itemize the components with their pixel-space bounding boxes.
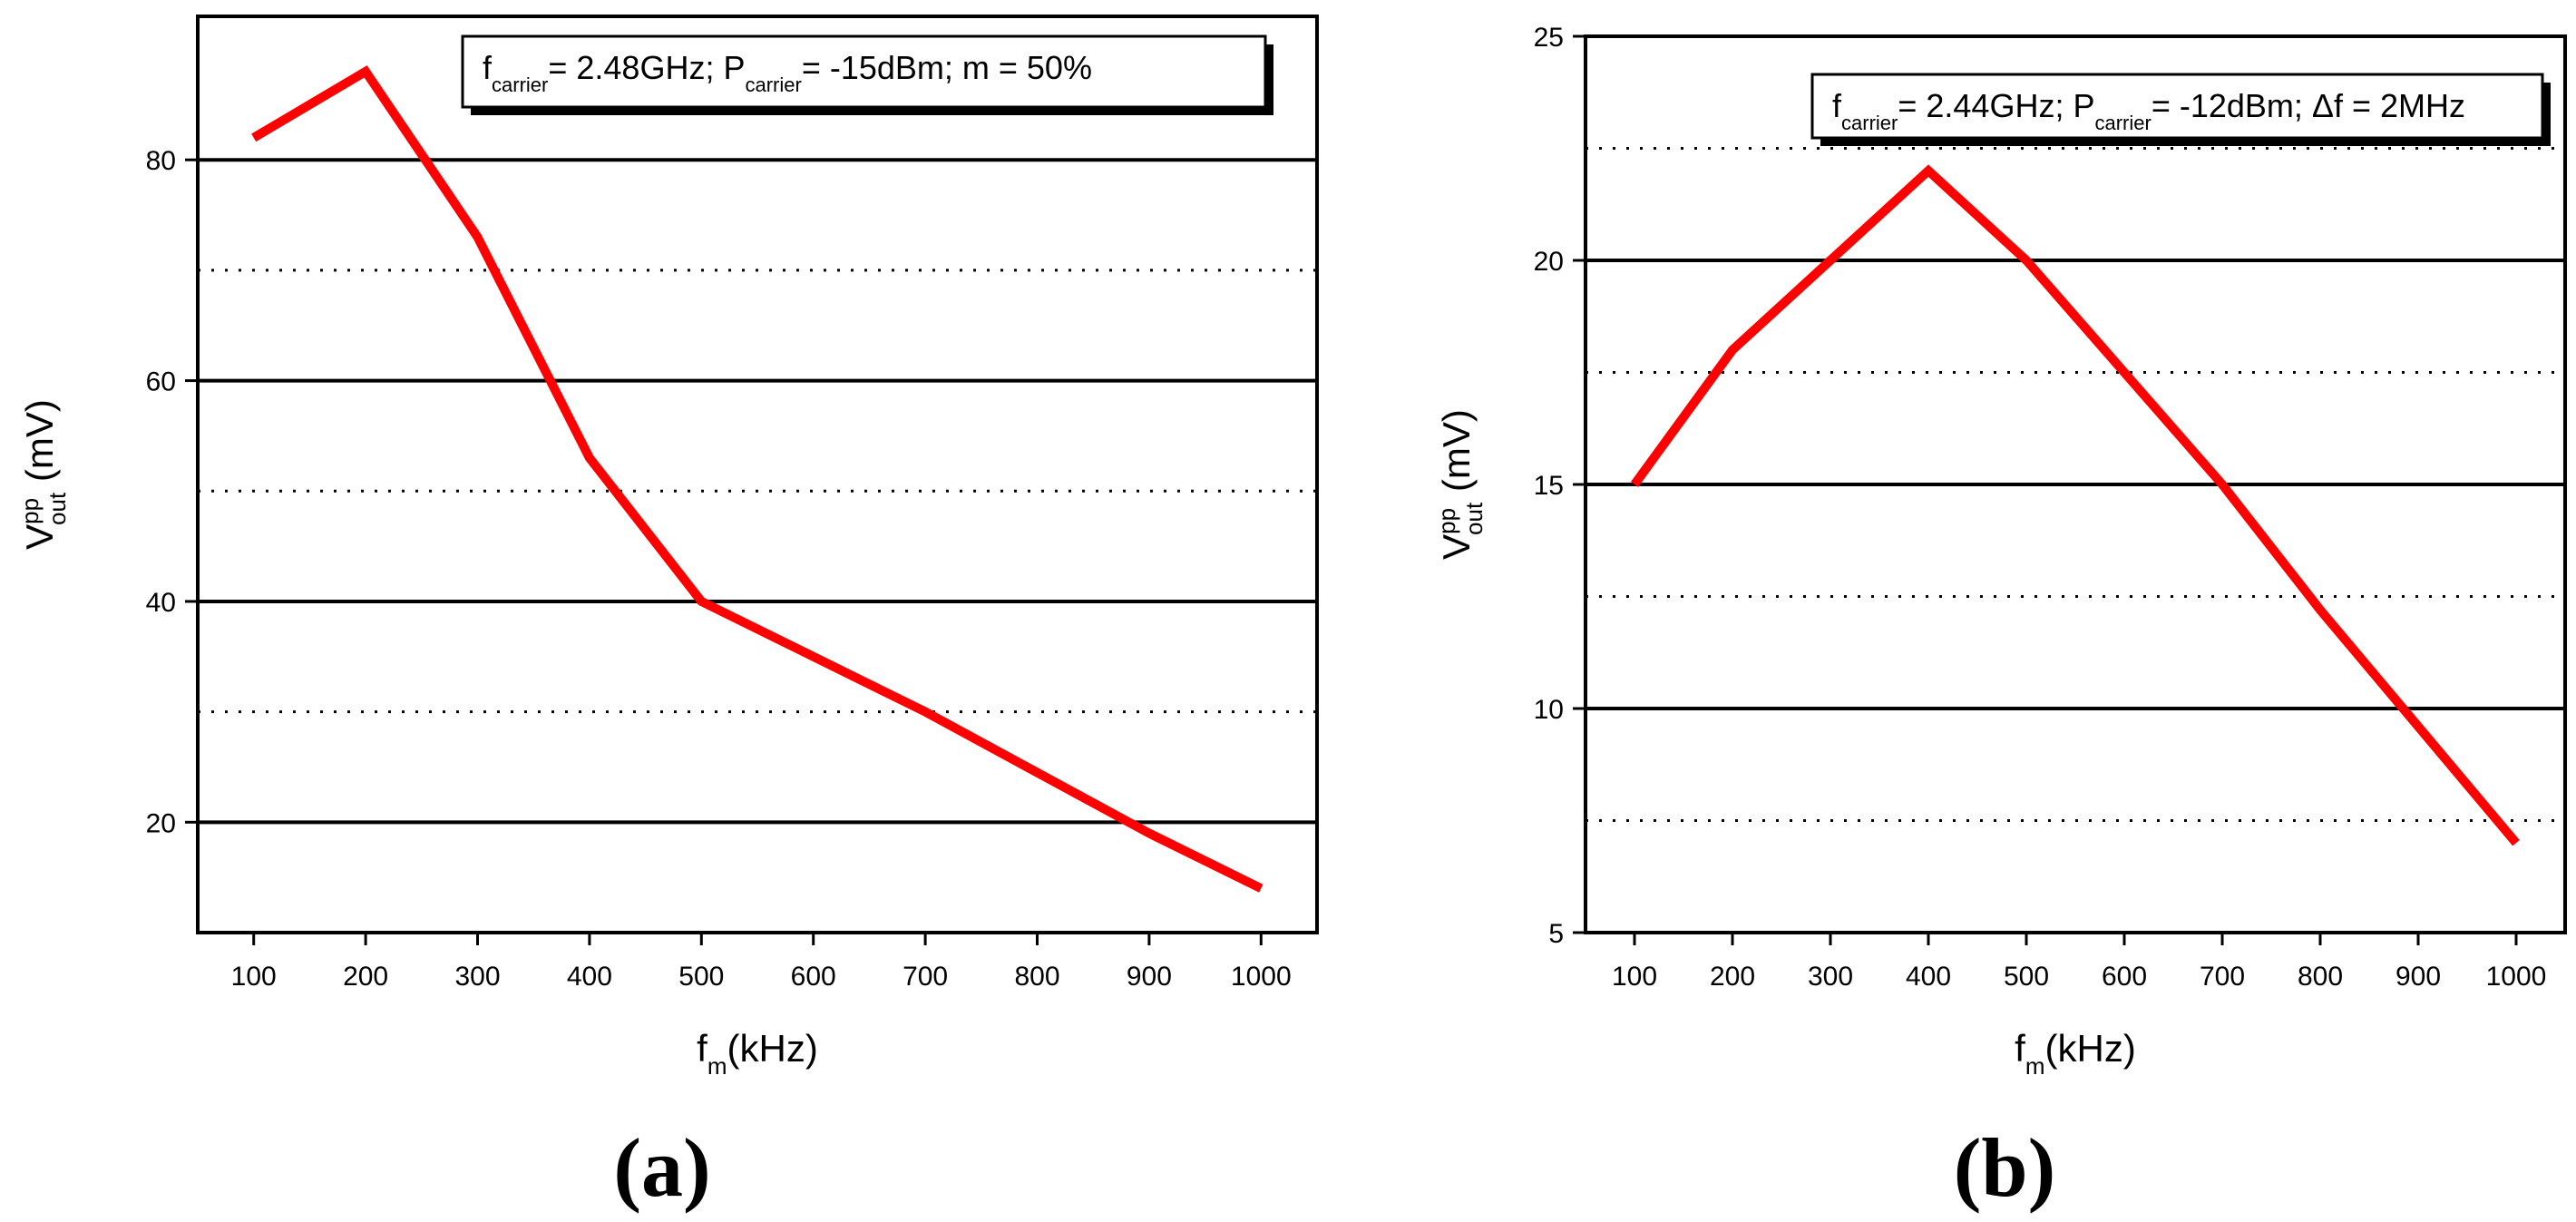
series-line: [251, 65, 1264, 893]
y-axis-title-group: Vppout (mV): [16, 399, 71, 550]
chart-panel-b: 100 200 300 400 500 600 700 800 900 1000 5 10 15 20 25…: [1433, 23, 2567, 1214]
x-tick-label: 400: [1906, 962, 1951, 992]
x-tick-label: 800: [2298, 962, 2343, 992]
x-tick-label: 500: [678, 962, 724, 992]
y-tick-label: 60: [146, 367, 176, 397]
y-axis-title-main: V: [18, 524, 61, 550]
legend-text: fcarrier​= 2.48GHz; Pcarrier​= -15dBm; m…: [483, 49, 1092, 96]
x-tick-label: 700: [2200, 962, 2245, 992]
y-tick-label: 15: [1534, 471, 1564, 501]
legend-text-part: f: [1832, 87, 1842, 124]
y-tick-label: 25: [1534, 23, 1564, 53]
x-tick-label: 1000: [1231, 962, 1292, 992]
y-tick-label: 10: [1534, 695, 1564, 725]
legend-text: fcarrier​= 2.44GHz; Pcarrier​= -12dBm; Δ…: [1832, 87, 2465, 134]
y-axis-title-group: Vppout (mV): [1433, 409, 1488, 560]
y-tick-label: 80: [146, 146, 176, 176]
legend-box: [461, 34, 1267, 109]
chart-panel-a: 100 200 300 400 500 600 700 800 900 1000 20 40 60 80 f…: [16, 15, 1319, 1214]
series-line: [1630, 164, 2520, 846]
panel-label: (a): [613, 1121, 710, 1214]
legend-subscript: carrier: [745, 73, 801, 96]
y-axis-title: Vppout (mV): [1433, 409, 1488, 560]
y-tick-label: 40: [146, 588, 176, 618]
plot-frame: [196, 15, 1319, 934]
x-axis-title-suffix: (kHz): [727, 1027, 818, 1070]
y-axis-title-main: V: [1435, 534, 1478, 560]
x-tick-label: 200: [1710, 962, 1755, 992]
y-axis-title-suffix: (mV): [18, 399, 61, 493]
x-tick-label: 1000: [2486, 962, 2547, 992]
x-tick-label: 600: [2102, 962, 2147, 992]
x-axis-title-suffix: (kHz): [2045, 1027, 2136, 1070]
x-axis-title-main: f: [697, 1027, 707, 1070]
y-axis-title-sub: out: [1460, 502, 1488, 535]
x-axis-title-sub: m: [707, 1052, 727, 1080]
legend-text-part: f: [483, 49, 493, 86]
x-tick-label: 700: [903, 962, 948, 992]
legend-text-part: = 2.44GHz; P: [1898, 87, 2094, 124]
y-axis-title-sub: out: [44, 492, 71, 525]
legend-text-part: = -12dBm; Δf = 2MHz: [2152, 87, 2465, 124]
x-axis-title: fm(kHz): [2015, 1027, 2136, 1080]
legend-subscript: carrier: [1841, 112, 1898, 134]
legend-text-part: = 2.48GHz; P: [548, 49, 745, 86]
x-tick-label: 100: [231, 962, 277, 992]
legend-subscript: carrier: [492, 73, 548, 96]
x-tick-label: 400: [567, 962, 612, 992]
panel-label: (b): [1954, 1121, 2055, 1214]
y-axis-title-sup: pp: [16, 498, 44, 524]
x-tick-label: 200: [343, 962, 388, 992]
y-tick-label: 20: [146, 808, 176, 838]
x-tick-label: 300: [454, 962, 500, 992]
y-axis-title-suffix: (mV): [1435, 409, 1478, 503]
x-tick-label: 800: [1014, 962, 1059, 992]
y-axis-title-sup: pp: [1433, 508, 1460, 534]
x-tick-label: 300: [1808, 962, 1853, 992]
y-tick-label: 5: [1548, 919, 1564, 949]
y-axis-title: Vppout (mV): [16, 399, 71, 550]
x-tick-label: 900: [2395, 962, 2441, 992]
x-tick-label: 900: [1127, 962, 1172, 992]
x-tick-label: 600: [791, 962, 836, 992]
x-axis-title-sub: m: [2025, 1052, 2045, 1080]
legend-box: [1810, 73, 2544, 140]
x-tick-label: 500: [2004, 962, 2049, 992]
legend-text-part: = -15dBm; m = 50%: [802, 49, 1092, 86]
x-axis-title-main: f: [2015, 1027, 2025, 1070]
legend-subscript: carrier: [2094, 112, 2151, 134]
x-tick-label: 100: [1612, 962, 1657, 992]
y-tick-label: 20: [1534, 247, 1564, 277]
x-axis-title: fm(kHz): [697, 1027, 818, 1080]
